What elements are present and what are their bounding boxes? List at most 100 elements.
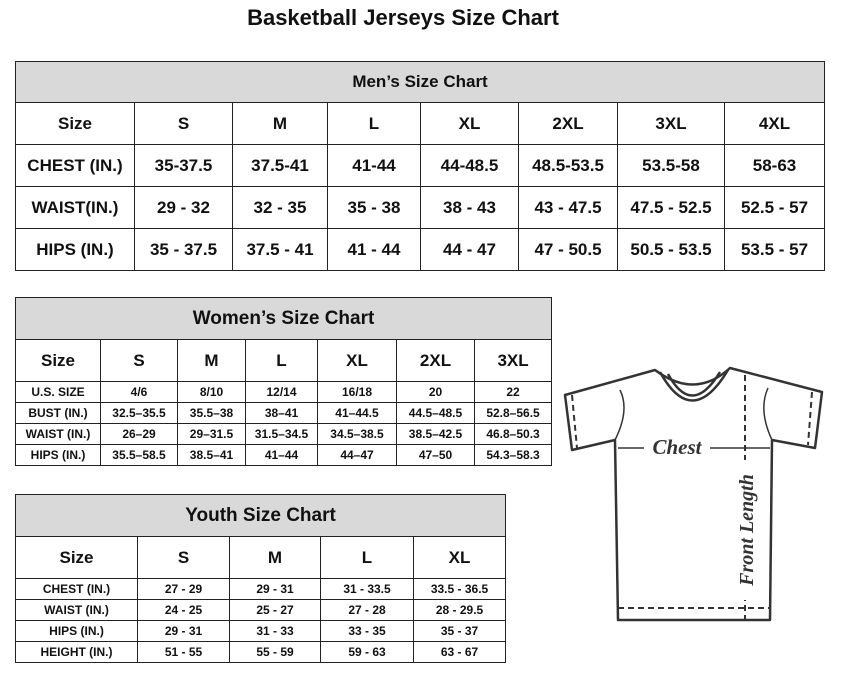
row-label: WAIST (IN.) bbox=[15, 599, 138, 621]
size-cell: 4/6 bbox=[100, 381, 178, 403]
size-cell: 12/14 bbox=[245, 381, 318, 403]
row-label: WAIST(IN.) bbox=[15, 186, 135, 229]
size-cell: 58-63 bbox=[723, 144, 826, 187]
size-cell: 2XL bbox=[396, 339, 475, 382]
size-cell: 47–50 bbox=[396, 444, 475, 466]
size-cell: 41-44 bbox=[327, 144, 421, 187]
size-cell: 43 - 47.5 bbox=[518, 186, 618, 229]
size-cell: 3XL bbox=[617, 102, 725, 145]
size-cell: M bbox=[229, 536, 321, 579]
size-cell: 3XL bbox=[473, 339, 553, 382]
table-row: WAIST(IN.) 29 - 32 32 - 35 35 - 38 38 - 43 43… bbox=[15, 186, 826, 229]
size-cell: 26–29 bbox=[100, 423, 178, 445]
size-cell: 34.5–38.5 bbox=[317, 423, 397, 445]
jersey-diagram: Chest Front Length bbox=[563, 366, 824, 622]
size-cell: 29 - 31 bbox=[229, 578, 321, 600]
size-cell: 37.5-41 bbox=[232, 144, 328, 187]
size-cell: 47 - 50.5 bbox=[518, 228, 618, 271]
size-cell: 32.5–35.5 bbox=[100, 402, 178, 424]
size-header-row: Size S M L XL 2XL 3XL 4XL bbox=[15, 102, 826, 145]
size-cell: 51 - 55 bbox=[137, 641, 230, 663]
size-cell: 53.5 - 57 bbox=[723, 228, 826, 271]
size-cell: 35 - 37 bbox=[412, 620, 507, 642]
size-cell: 63 - 67 bbox=[412, 641, 507, 663]
table-row: HEIGHT (IN.) 51 - 55 55 - 59 59 - 63 63 - 67 bbox=[15, 641, 507, 663]
mens-chart-title: Men’s Size Chart bbox=[14, 61, 826, 103]
youth-size-table: Youth Size Chart Size S M L XL CHEST (IN.) 27 … bbox=[14, 494, 507, 663]
size-cell: 35.5–58.5 bbox=[100, 444, 178, 466]
mens-size-table: Men’s Size Chart Size S M L XL 2XL 3XL 4XL CHEST… bbox=[14, 61, 826, 271]
size-cell: 38.5–42.5 bbox=[396, 423, 475, 445]
size-cell: S bbox=[100, 339, 178, 382]
size-cell: 38–41 bbox=[245, 402, 318, 424]
size-cell: 52.8–56.5 bbox=[473, 402, 553, 424]
row-label: Size bbox=[15, 339, 101, 382]
jersey-collar bbox=[658, 369, 730, 402]
row-label: HEIGHT (IN.) bbox=[15, 641, 138, 663]
table-row: U.S. SIZE 4/6 8/10 12/14 16/18 20 22 bbox=[15, 381, 553, 403]
table-row: HIPS (IN.) 35 - 37.5 37.5 - 41 41 - 44 44 - … bbox=[15, 228, 826, 271]
size-cell: 33.5 - 36.5 bbox=[412, 578, 507, 600]
size-header-row: Size S M L XL 2XL 3XL bbox=[15, 339, 553, 382]
row-label: HIPS (IN.) bbox=[15, 444, 101, 466]
size-cell: XL bbox=[420, 102, 519, 145]
size-cell: L bbox=[245, 339, 318, 382]
size-cell: 31 - 33 bbox=[229, 620, 321, 642]
size-cell: 55 - 59 bbox=[229, 641, 321, 663]
size-cell: 53.5-58 bbox=[617, 144, 725, 187]
womens-chart-title: Women’s Size Chart bbox=[14, 297, 553, 340]
size-cell: 22 bbox=[473, 381, 553, 403]
size-cell: 38.5–41 bbox=[177, 444, 246, 466]
table-row: CHEST (IN.) 27 - 29 29 - 31 31 - 33.5 33.5 -… bbox=[15, 578, 507, 600]
size-cell: 32 - 35 bbox=[232, 186, 328, 229]
size-cell: 54.3–58.3 bbox=[473, 444, 553, 466]
size-cell: 46.8–50.3 bbox=[473, 423, 553, 445]
size-cell: 27 - 29 bbox=[137, 578, 230, 600]
table-row: BUST (IN.) 32.5–35.5 35.5–38 38–41 41–44.5 44… bbox=[15, 402, 553, 424]
size-cell: 33 - 35 bbox=[320, 620, 414, 642]
row-label: CHEST (IN.) bbox=[15, 144, 135, 187]
size-header-row: Size S M L XL bbox=[15, 536, 507, 579]
size-cell: 8/10 bbox=[177, 381, 246, 403]
size-cell: 35-37.5 bbox=[134, 144, 233, 187]
size-cell: 44 - 47 bbox=[420, 228, 519, 271]
size-cell: 2XL bbox=[518, 102, 618, 145]
page-title: Basketball Jerseys Size Chart bbox=[247, 5, 559, 30]
table-row: WAIST (IN.) 26–29 29–31.5 31.5–34.5 34.5–38.… bbox=[15, 423, 553, 445]
size-cell: 41–44.5 bbox=[317, 402, 397, 424]
table-row: HIPS (IN.) 35.5–58.5 38.5–41 41–44 44–47 47–5… bbox=[15, 444, 553, 466]
size-cell: 31 - 33.5 bbox=[320, 578, 414, 600]
front-length-label: Front Length bbox=[736, 474, 758, 587]
row-label: Size bbox=[15, 102, 135, 145]
size-cell: 24 - 25 bbox=[137, 599, 230, 621]
size-cell: M bbox=[232, 102, 328, 145]
size-cell: 47.5 - 52.5 bbox=[617, 186, 725, 229]
jersey-outline bbox=[563, 366, 824, 622]
size-cell: 20 bbox=[396, 381, 475, 403]
size-cell: XL bbox=[412, 536, 507, 579]
size-cell: M bbox=[177, 339, 246, 382]
row-label: HIPS (IN.) bbox=[15, 228, 135, 271]
size-cell: 35.5–38 bbox=[177, 402, 246, 424]
size-cell: 16/18 bbox=[317, 381, 397, 403]
table-row: HIPS (IN.) 29 - 31 31 - 33 33 - 35 35 - 37 bbox=[15, 620, 507, 642]
size-cell: L bbox=[320, 536, 414, 579]
row-label: Size bbox=[15, 536, 138, 579]
size-cell: 29 - 31 bbox=[137, 620, 230, 642]
size-cell: XL bbox=[317, 339, 397, 382]
womens-size-table: Women’s Size Chart Size S M L XL 2XL 3XL U.S. S… bbox=[14, 297, 553, 466]
size-cell: 50.5 - 53.5 bbox=[617, 228, 725, 271]
size-cell: L bbox=[327, 102, 421, 145]
row-label: U.S. SIZE bbox=[15, 381, 101, 403]
size-cell: S bbox=[134, 102, 233, 145]
table-row: WAIST (IN.) 24 - 25 25 - 27 27 - 28 28 - 29.… bbox=[15, 599, 507, 621]
size-cell: 27 - 28 bbox=[320, 599, 414, 621]
size-cell: S bbox=[137, 536, 230, 579]
size-cell: 41 - 44 bbox=[327, 228, 421, 271]
youth-chart-title: Youth Size Chart bbox=[14, 494, 507, 537]
row-label: WAIST (IN.) bbox=[15, 423, 101, 445]
row-label: CHEST (IN.) bbox=[15, 578, 138, 600]
size-cell: 28 - 29.5 bbox=[412, 599, 507, 621]
size-cell: 38 - 43 bbox=[420, 186, 519, 229]
size-cell: 35 - 38 bbox=[327, 186, 421, 229]
